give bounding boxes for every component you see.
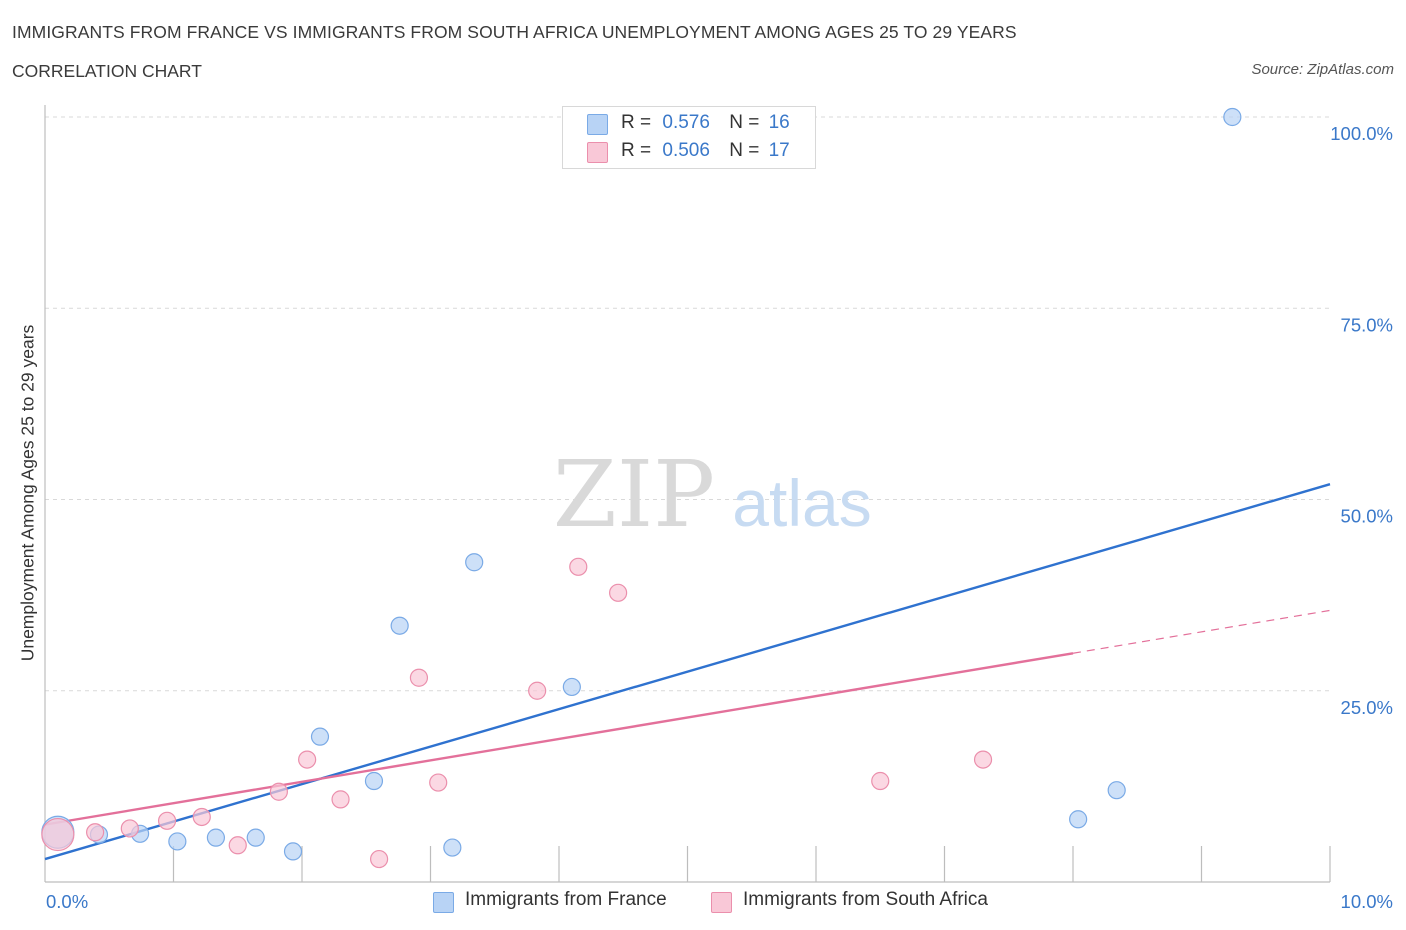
y-tick-label: 25.0% xyxy=(1341,697,1393,718)
data-point-south-africa xyxy=(973,750,993,769)
data-point-south-africa xyxy=(609,583,628,602)
legend-r-label: R = xyxy=(621,140,652,161)
data-point-france xyxy=(364,771,384,791)
data-point-france xyxy=(390,616,409,635)
data-point-south-africa xyxy=(370,849,389,869)
legend-n-label: N = xyxy=(729,112,760,133)
data-point-south-africa xyxy=(409,668,429,687)
trend-line-south-africa-extension xyxy=(1072,609,1331,654)
legend-n-value-south-africa: 17 xyxy=(768,140,790,161)
watermark: ZIP atlas xyxy=(553,441,872,548)
legend-r-value-france: 0.576 xyxy=(662,112,710,133)
x-tick-label-min: 0.0% xyxy=(46,891,88,912)
legend-swatch-france xyxy=(587,114,608,135)
data-point-south-africa xyxy=(569,557,588,576)
data-point-south-africa xyxy=(269,782,288,801)
data-point-south-africa xyxy=(298,750,317,769)
x-tick-label-max: 10.0% xyxy=(1341,891,1393,912)
chart-title: IMMIGRANTS FROM FRANCE VS IMMIGRANTS FRO… xyxy=(12,22,1017,42)
watermark-zip: ZIP xyxy=(553,441,715,548)
data-point-south-africa xyxy=(120,819,139,838)
data-point-south-africa xyxy=(331,790,350,809)
y-tick-label: 50.0% xyxy=(1341,506,1393,527)
data-point-south-africa xyxy=(871,771,890,791)
tick-labels: 25.0% 50.0% 75.0% 100.0% 0.0% 10.0% xyxy=(46,123,1393,912)
trend-line-south-africa xyxy=(44,652,1074,826)
y-tick-label: 100.0% xyxy=(1330,123,1393,144)
data-point-south-africa xyxy=(429,773,448,792)
chart-subtitle: CORRELATION CHART xyxy=(12,61,202,81)
legend-n-label: N = xyxy=(729,140,760,161)
series-label-south-africa: Immigrants from South Africa xyxy=(743,889,988,910)
watermark-atlas: atlas xyxy=(732,466,871,540)
source-note: Source: ZipAtlas.com xyxy=(1251,61,1394,78)
data-point-france xyxy=(283,842,303,861)
data-point-south-africa xyxy=(192,807,211,827)
data-point-france xyxy=(206,828,226,847)
data-point-france xyxy=(1069,810,1088,829)
data-point-france xyxy=(310,727,330,746)
data-point-france xyxy=(1107,781,1126,800)
trend-lines xyxy=(44,483,1331,861)
y-tick-label: 75.0% xyxy=(1341,314,1393,335)
correlation-legend: R = 0.576 N = 16 R = 0.506 N = 17 xyxy=(562,106,816,169)
series-swatch-france xyxy=(433,892,454,913)
data-point-france xyxy=(246,828,265,847)
data-point-france xyxy=(1223,107,1242,127)
legend-r-value-south-africa: 0.506 xyxy=(662,140,710,161)
data-point-france xyxy=(168,832,187,851)
data-point-south-africa xyxy=(528,681,547,700)
data-point-south-africa xyxy=(228,836,247,855)
series-label-france: Immigrants from France xyxy=(465,889,667,910)
series-swatch-south-africa xyxy=(711,892,732,913)
data-point-south-africa xyxy=(41,817,75,852)
data-point-france xyxy=(465,553,484,572)
gridlines xyxy=(45,116,1330,692)
data-point-south-africa xyxy=(86,823,105,842)
legend-n-value-france: 16 xyxy=(768,112,790,133)
data-point-south-africa xyxy=(157,811,177,830)
legend-swatch-south-africa xyxy=(587,142,608,163)
axes xyxy=(44,105,1331,883)
y-axis-label: Unemployment Among Ages 25 to 29 years xyxy=(17,324,38,662)
data-point-france xyxy=(562,677,581,697)
legend-r-label: R = xyxy=(621,112,652,133)
data-points xyxy=(41,107,1242,869)
data-point-france xyxy=(443,838,462,857)
trend-line-france xyxy=(44,483,1331,861)
